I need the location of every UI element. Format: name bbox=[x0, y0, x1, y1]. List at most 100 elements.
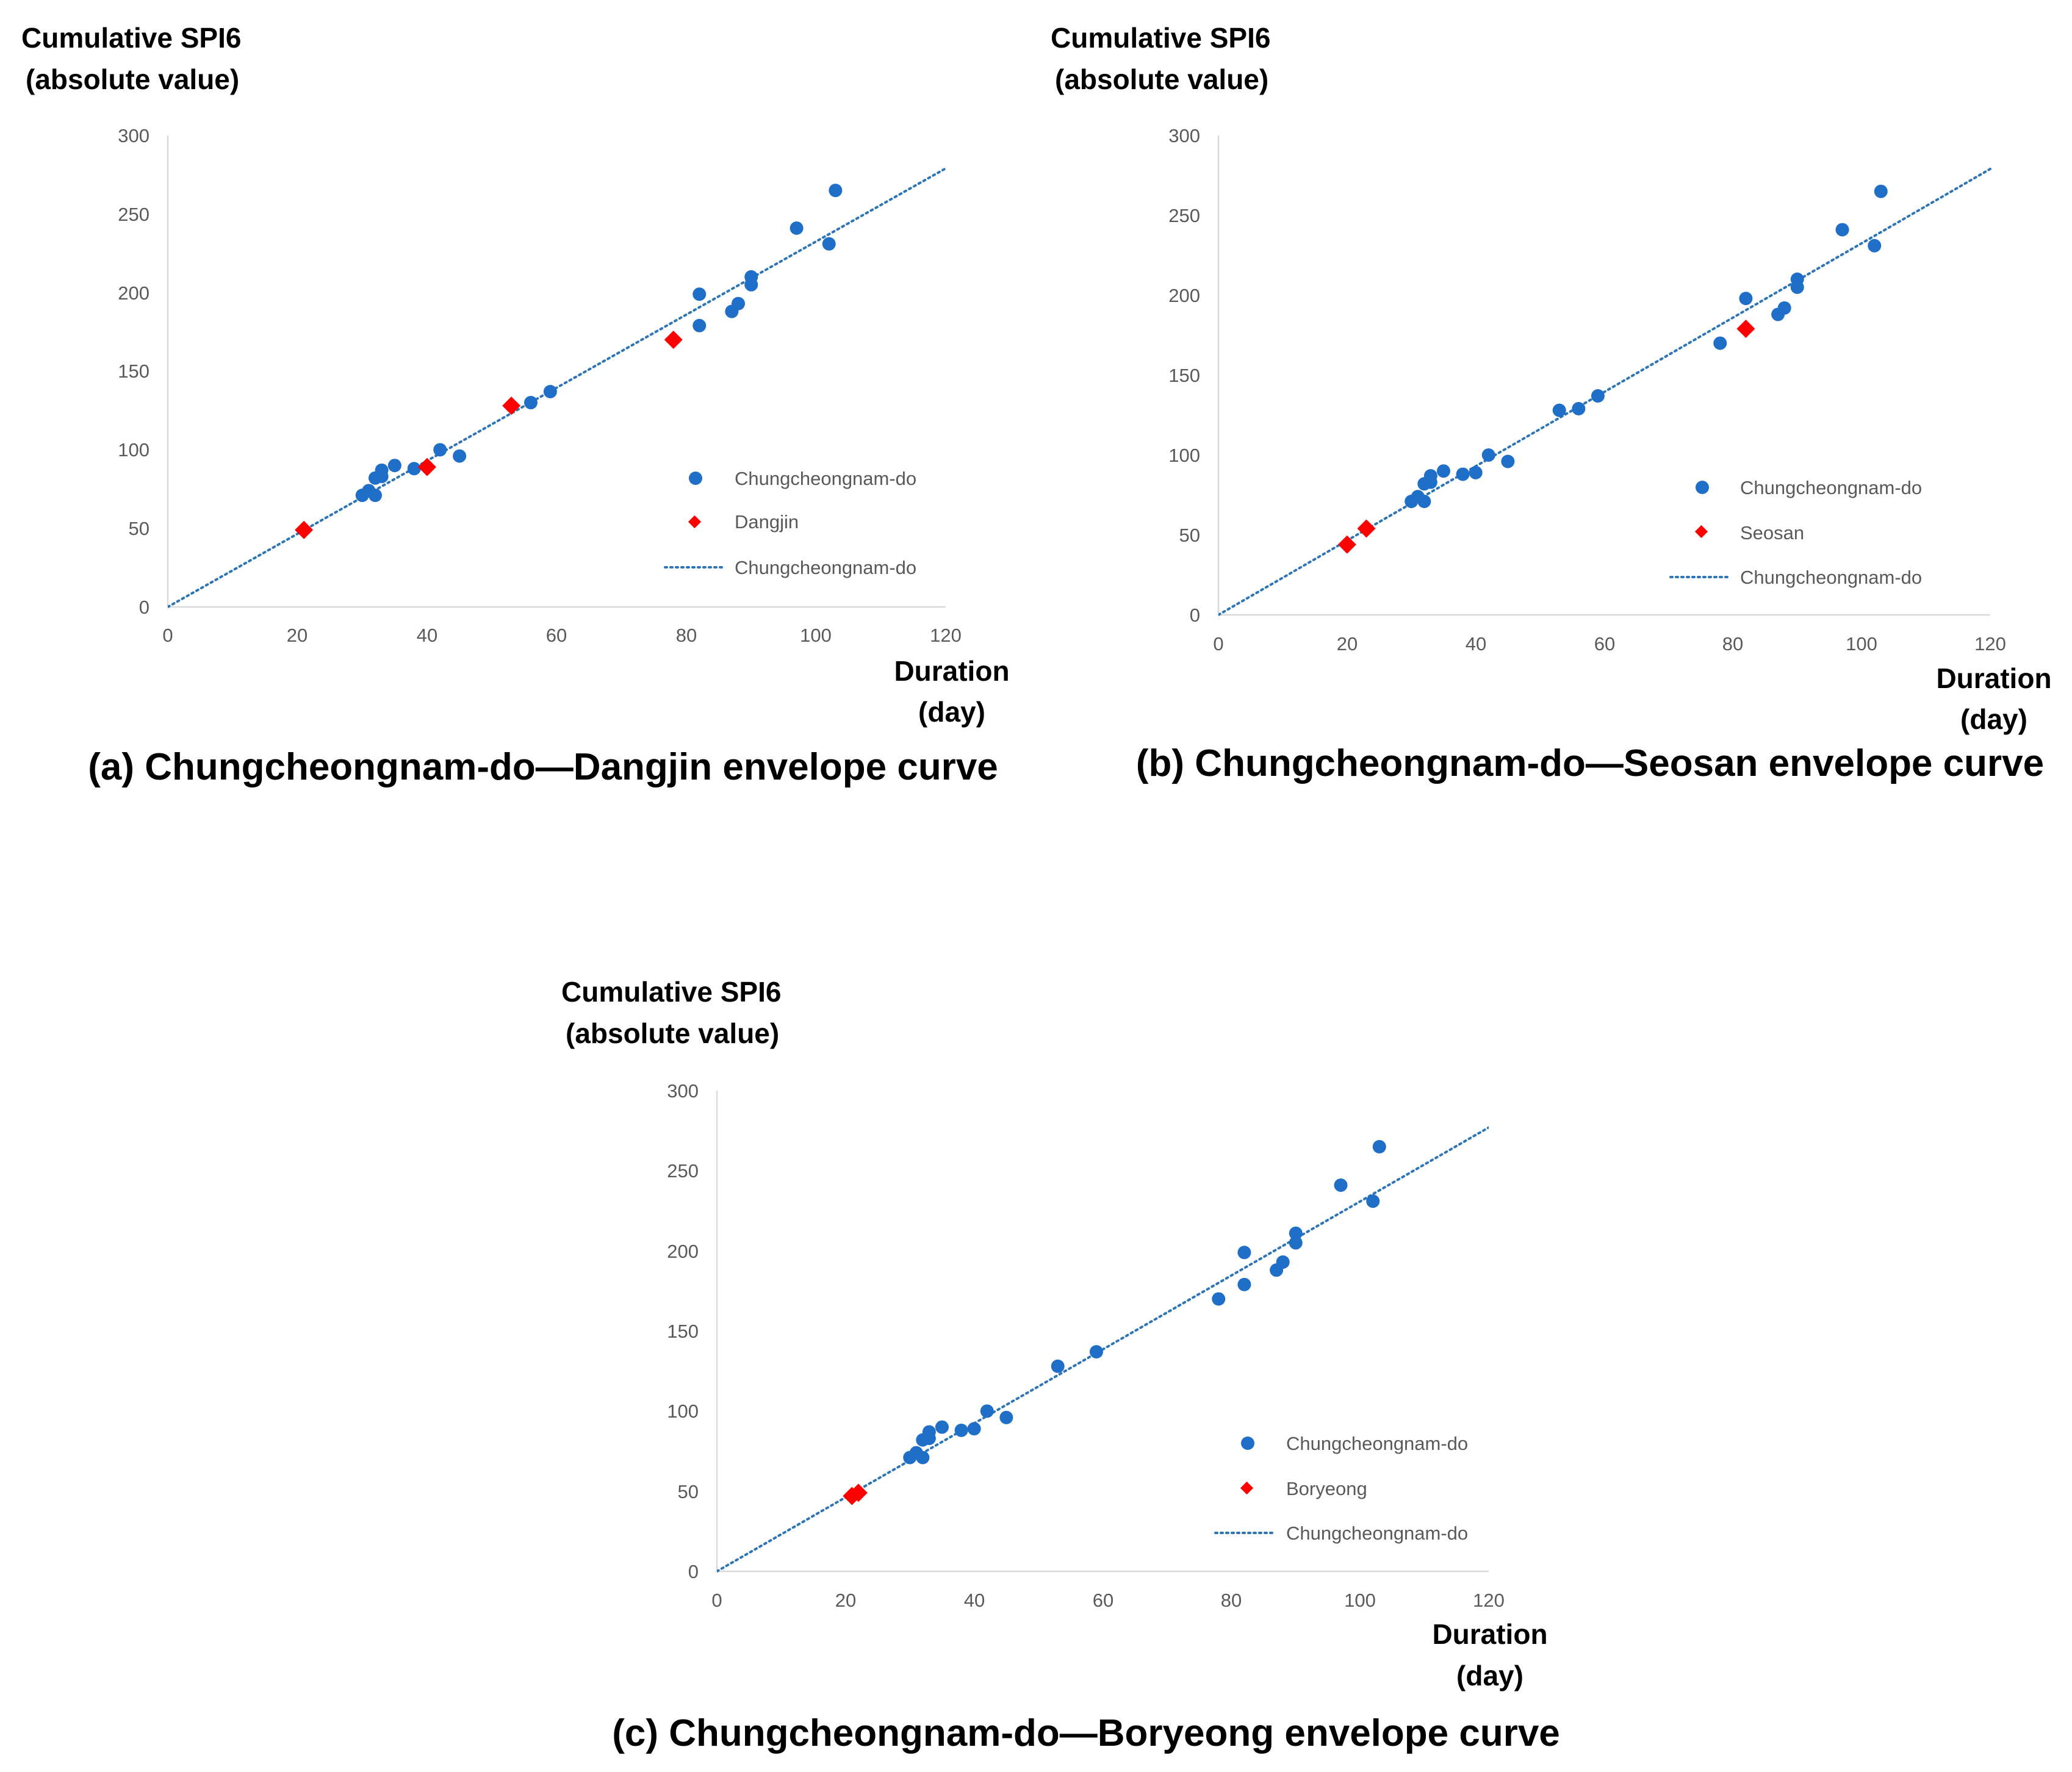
data-point-circle bbox=[1417, 494, 1431, 508]
data-point-circle bbox=[1777, 301, 1791, 315]
data-points bbox=[843, 1139, 1386, 1505]
y-tick-label: 200 bbox=[667, 1241, 699, 1262]
y-tick-label: 100 bbox=[1168, 445, 1200, 466]
data-point-circle bbox=[369, 489, 382, 503]
data-point-diamond bbox=[418, 457, 436, 476]
data-point-circle bbox=[916, 1451, 930, 1465]
legend-label: Boryeong bbox=[1286, 1478, 1367, 1499]
x-tick-label: 60 bbox=[1093, 1590, 1113, 1611]
data-point-circle bbox=[1212, 1292, 1226, 1306]
data-point-circle bbox=[1501, 454, 1515, 468]
x-axis-title-line2: (day) bbox=[1960, 703, 2027, 735]
y-tick-label: 0 bbox=[1190, 604, 1200, 626]
legend-label: Seosan bbox=[1740, 522, 1804, 543]
data-point-circle bbox=[935, 1420, 949, 1434]
x-tick-label: 80 bbox=[1722, 633, 1743, 655]
data-point-circle bbox=[1591, 389, 1605, 403]
data-point-circle bbox=[524, 396, 538, 410]
y-tick-labels: 0 50 100 150 200 250 300 bbox=[667, 1080, 699, 1582]
x-tick-label: 40 bbox=[964, 1590, 985, 1611]
y-tick-label: 300 bbox=[118, 125, 149, 146]
x-tick-label: 100 bbox=[1344, 1590, 1376, 1611]
legend: Chungcheongnam-do Seosan Chungcheongnam-… bbox=[1669, 477, 1922, 588]
data-point-circle bbox=[1276, 1255, 1290, 1269]
data-point-circle bbox=[922, 1425, 936, 1439]
x-tick-label: 40 bbox=[1466, 633, 1486, 655]
y-axis-title-line1: Cumulative SPI6 bbox=[1051, 22, 1270, 54]
y-tick-label: 150 bbox=[1168, 365, 1200, 386]
y-tick-label: 150 bbox=[667, 1321, 699, 1342]
legend-marker-circle bbox=[1241, 1437, 1254, 1450]
data-point-circle bbox=[1237, 1277, 1251, 1291]
data-point-circle bbox=[1739, 292, 1753, 306]
panel-c: Cumulative SPI6 (absolute value) 0 50 10… bbox=[561, 976, 1560, 1754]
y-tick-label: 250 bbox=[1168, 205, 1200, 226]
y-tick-label: 100 bbox=[667, 1401, 699, 1422]
x-tick-label: 0 bbox=[1213, 633, 1223, 655]
legend-label: Chungcheongnam-do bbox=[735, 468, 916, 489]
data-point-circle bbox=[1572, 402, 1586, 416]
data-point-diamond bbox=[1736, 320, 1755, 339]
x-axis-title-line2: (day) bbox=[918, 696, 985, 728]
legend-marker-circle bbox=[1696, 481, 1709, 494]
data-point-circle bbox=[790, 221, 804, 235]
x-tick-label: 100 bbox=[1846, 633, 1877, 655]
data-point-circle bbox=[1713, 336, 1727, 350]
panel-caption: (c) Chungcheongnam-do—Boryeong envelope … bbox=[612, 1712, 1560, 1754]
panel-a: Cumulative SPI6 (absolute value) 0 50 10… bbox=[21, 22, 1010, 788]
data-point-circle bbox=[1790, 272, 1804, 286]
data-point-circle bbox=[1868, 239, 1882, 253]
x-tick-labels: 0 20 40 60 80 100 120 bbox=[711, 1590, 1504, 1611]
y-axis-title-line1: Cumulative SPI6 bbox=[561, 976, 781, 1008]
y-tick-label: 200 bbox=[1168, 285, 1200, 306]
data-point-circle bbox=[543, 384, 557, 398]
data-point-diamond bbox=[502, 396, 521, 415]
trendline bbox=[168, 167, 946, 608]
data-point-circle bbox=[744, 270, 758, 284]
x-tick-label: 0 bbox=[162, 625, 173, 646]
panel-caption: (b) Chungcheongnam-do—Seosan envelope cu… bbox=[1136, 742, 2044, 784]
x-tick-label: 60 bbox=[546, 625, 567, 646]
data-point-circle bbox=[829, 184, 843, 198]
y-tick-label: 0 bbox=[688, 1561, 699, 1582]
y-axis-title-line2: (absolute value) bbox=[1055, 63, 1268, 95]
x-tick-labels: 0 20 40 60 80 100 120 bbox=[162, 625, 961, 646]
data-point-circle bbox=[692, 287, 707, 301]
x-tick-label: 80 bbox=[1221, 1590, 1242, 1611]
data-point-circle bbox=[1423, 469, 1437, 483]
plot-area bbox=[717, 1126, 1489, 1573]
data-point-circle bbox=[1469, 465, 1483, 479]
data-point-circle bbox=[954, 1423, 968, 1437]
data-point-circle bbox=[1051, 1359, 1065, 1373]
trendline bbox=[1218, 168, 1991, 616]
panel-b: Cumulative SPI6 (absolute value) 0 50 10… bbox=[1051, 22, 2052, 784]
data-point-circle bbox=[1481, 448, 1495, 462]
x-tick-label: 40 bbox=[417, 625, 437, 646]
x-tick-label: 20 bbox=[835, 1590, 856, 1611]
data-point-circle bbox=[1366, 1194, 1380, 1208]
data-point-circle bbox=[1372, 1139, 1386, 1153]
legend-label: Chungcheongnam-do bbox=[735, 557, 916, 578]
y-axis-title-line2: (absolute value) bbox=[566, 1017, 779, 1049]
trendline bbox=[717, 1126, 1489, 1573]
x-axis-title-line1: Duration bbox=[894, 655, 1009, 687]
x-axis-title-line2: (day) bbox=[1456, 1660, 1523, 1691]
x-tick-label: 100 bbox=[800, 625, 832, 646]
legend-marker-circle bbox=[689, 472, 702, 485]
data-point-circle bbox=[1237, 1246, 1251, 1260]
y-tick-label: 300 bbox=[1168, 125, 1200, 146]
data-point-circle bbox=[1289, 1226, 1303, 1240]
legend-marker-diamond bbox=[1694, 525, 1708, 539]
x-tick-label: 120 bbox=[930, 625, 962, 646]
x-tick-label: 20 bbox=[1337, 633, 1358, 655]
y-tick-label: 200 bbox=[118, 282, 149, 304]
x-tick-label: 120 bbox=[1974, 633, 2006, 655]
data-point-circle bbox=[433, 443, 447, 457]
x-axis-title-line1: Duration bbox=[1432, 1618, 1547, 1650]
legend-label: Chungcheongnam-do bbox=[1286, 1433, 1468, 1454]
legend-label: Chungcheongnam-do bbox=[1740, 567, 1922, 588]
y-tick-labels: 0 50 100 150 200 250 300 bbox=[1168, 125, 1200, 626]
y-tick-labels: 0 50 100 150 200 250 300 bbox=[118, 125, 149, 618]
data-point-circle bbox=[1552, 403, 1566, 417]
